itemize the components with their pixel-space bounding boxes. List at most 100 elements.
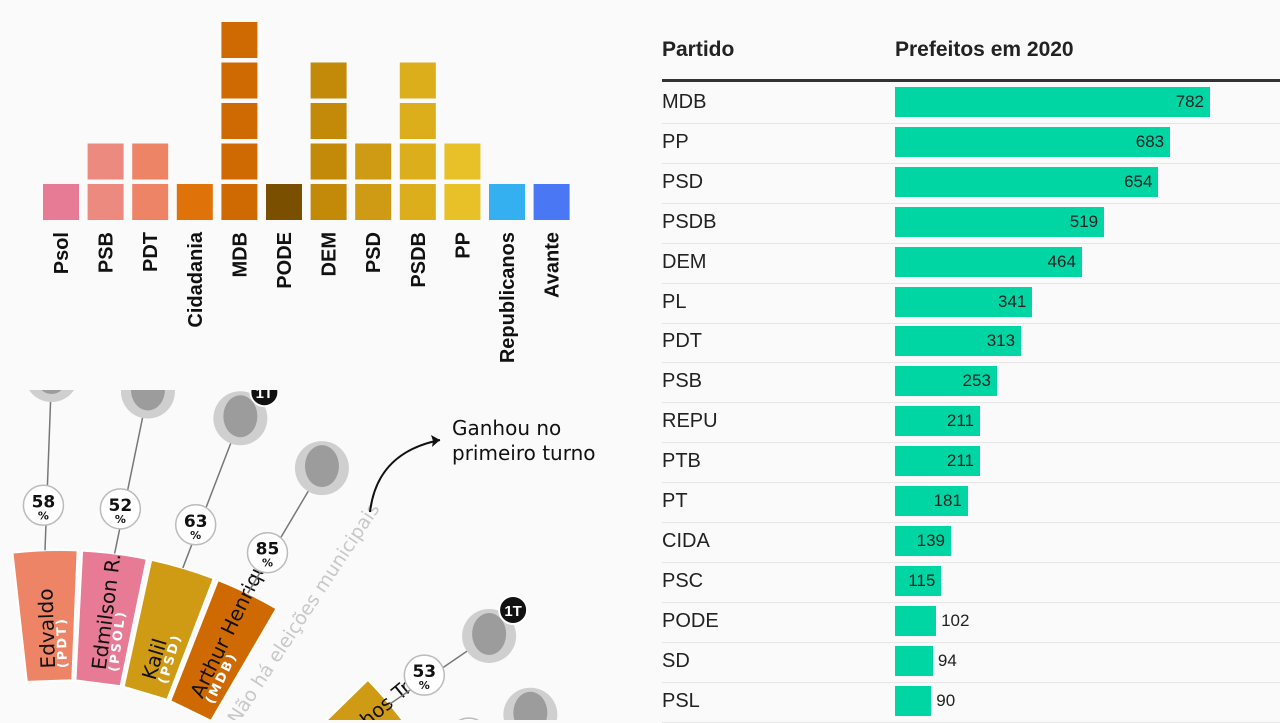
percent-unit: %: [38, 509, 49, 522]
bar-value-label: 683: [1135, 131, 1165, 151]
table-row: PSL 90: [662, 682, 1280, 723]
first-round-badge: [498, 594, 529, 625]
waffle-label-psd: PSD: [363, 232, 385, 273]
bar: [895, 87, 1210, 117]
percent-value: 58: [32, 492, 56, 512]
waffle-cell-psb: [87, 184, 124, 220]
waffle-cell-republicanos: [489, 184, 525, 220]
waffle-cell-psdb: [399, 62, 436, 99]
party-label: PP: [662, 130, 689, 153]
percent-badge: [403, 654, 446, 696]
party-label: PSC: [662, 569, 704, 592]
first-round-badge: [249, 390, 280, 408]
candidate-segment: [11, 549, 79, 683]
waffle-cell-mdb: [221, 143, 258, 180]
waffle-label-avante: Avante: [542, 232, 564, 298]
bar-value-label: 519: [1069, 211, 1099, 231]
percent-value: 53: [412, 662, 436, 682]
party-label: DEM: [662, 250, 707, 273]
bar: [895, 366, 997, 397]
waffle-label-republicanos: Republicanos: [497, 232, 519, 363]
waffle-cell-psb: [87, 143, 124, 180]
candidate-face-icon: [304, 445, 339, 488]
bar: [895, 126, 1171, 157]
table-row: PODE 102: [662, 602, 1280, 643]
waffle-label-psb: PSB: [96, 232, 118, 273]
waffle-cell-pdt: [132, 184, 169, 220]
waffle-cell-pp: [444, 143, 481, 180]
percent-badge: [99, 488, 142, 530]
percent-unit: %: [115, 513, 126, 526]
waffle-cell-avante: [533, 184, 570, 220]
percent-value: 63: [184, 512, 208, 532]
candidate-face-icon: [223, 395, 258, 438]
table-row: DEM 464: [662, 243, 1280, 284]
bar: [895, 286, 1033, 317]
percent-unit: %: [262, 557, 273, 570]
bar-value-label: 102: [941, 610, 970, 630]
party-label: MDB: [662, 91, 707, 113]
mayors-2020-table: Partido Prefeitos em 2020 MDB 782 PP 683 PSD…: [662, 0, 1280, 723]
bar-value-label: 90: [936, 690, 956, 710]
table-row: PSB 253: [662, 362, 1280, 404]
waffle-label-pode: PODE: [274, 232, 296, 289]
bar: [895, 525, 951, 556]
party-label: PDT: [662, 330, 702, 353]
waffle-label-mdb: MDB: [229, 232, 251, 278]
bar: [895, 685, 932, 716]
first-round-badge-label: 1T: [504, 603, 522, 620]
header-divider: [662, 79, 1280, 82]
waffle-cell-dem: [310, 184, 347, 220]
waffle-label-dem: DEM: [319, 232, 341, 276]
waffle-cell-pdt: [132, 143, 169, 180]
annotation-arrow: [369, 439, 441, 513]
candidate-party-label: (PDT): [54, 617, 71, 669]
candidate-face-icon: [41, 390, 62, 395]
table-row: REPU 211: [662, 402, 1280, 444]
waffle-label-pdt: PDT: [140, 232, 162, 272]
waffle-label-psdb: PSDB: [408, 232, 430, 288]
bar-value-label: 94: [937, 650, 957, 670]
waffle-label-cidadania: Cidadania: [185, 231, 207, 327]
arrow-head-icon: [431, 435, 440, 447]
candidate-radial-chart: Edvaldo(PDT)58%Edmilson R.(PSOL)52%Kalil…: [11, 390, 596, 720]
percent-unit: %: [190, 529, 201, 542]
bar: [895, 486, 968, 516]
bar-value-label: 654: [1124, 171, 1153, 191]
bar: [895, 206, 1105, 237]
bar-value-label: 253: [962, 371, 991, 391]
percent-badge: [22, 484, 65, 527]
percent-badge: [174, 504, 217, 546]
candidate-name-label: Edvaldo: [33, 588, 60, 669]
bar-value-label: 782: [1175, 92, 1204, 111]
waffle-cell-mdb: [221, 103, 258, 139]
waffle-cell-dem: [310, 62, 347, 99]
party-label: PT: [662, 490, 688, 512]
party-label: PSB: [662, 370, 703, 393]
party-label: SD: [662, 649, 690, 672]
bar-value-label: 181: [933, 491, 962, 510]
percent-unit: %: [419, 679, 430, 692]
waffle-cell-psdb: [399, 103, 436, 139]
table-row: PTB 211: [662, 442, 1280, 484]
table-row: CIDA 139: [662, 522, 1280, 563]
party-label: REPU: [662, 410, 718, 433]
candidate-face-icon: [130, 390, 165, 411]
waffle-cell-psd: [355, 143, 392, 180]
party-label: PTB: [662, 450, 701, 473]
bar: [895, 406, 980, 437]
percent-badge: [246, 531, 289, 574]
bar: [895, 246, 1082, 277]
bar-value-label: 313: [986, 331, 1016, 351]
bar-value-label: 139: [916, 530, 945, 550]
party-waffle-chart: Psol PSB PDT Cidadania MDB PODE DEM PSD PSDB PP Re…: [43, 22, 570, 363]
annotation-line-1: Ganhou no: [452, 416, 561, 440]
bar: [895, 605, 937, 636]
waffle-cell-mdb: [221, 184, 258, 220]
table-row: PSDB 519: [662, 203, 1280, 244]
percent-value: 85: [256, 540, 280, 560]
table-row: PL 341: [662, 283, 1280, 324]
candidate-photo: [29, 390, 75, 403]
candidate-segment: [122, 558, 216, 702]
bar: [895, 645, 933, 676]
